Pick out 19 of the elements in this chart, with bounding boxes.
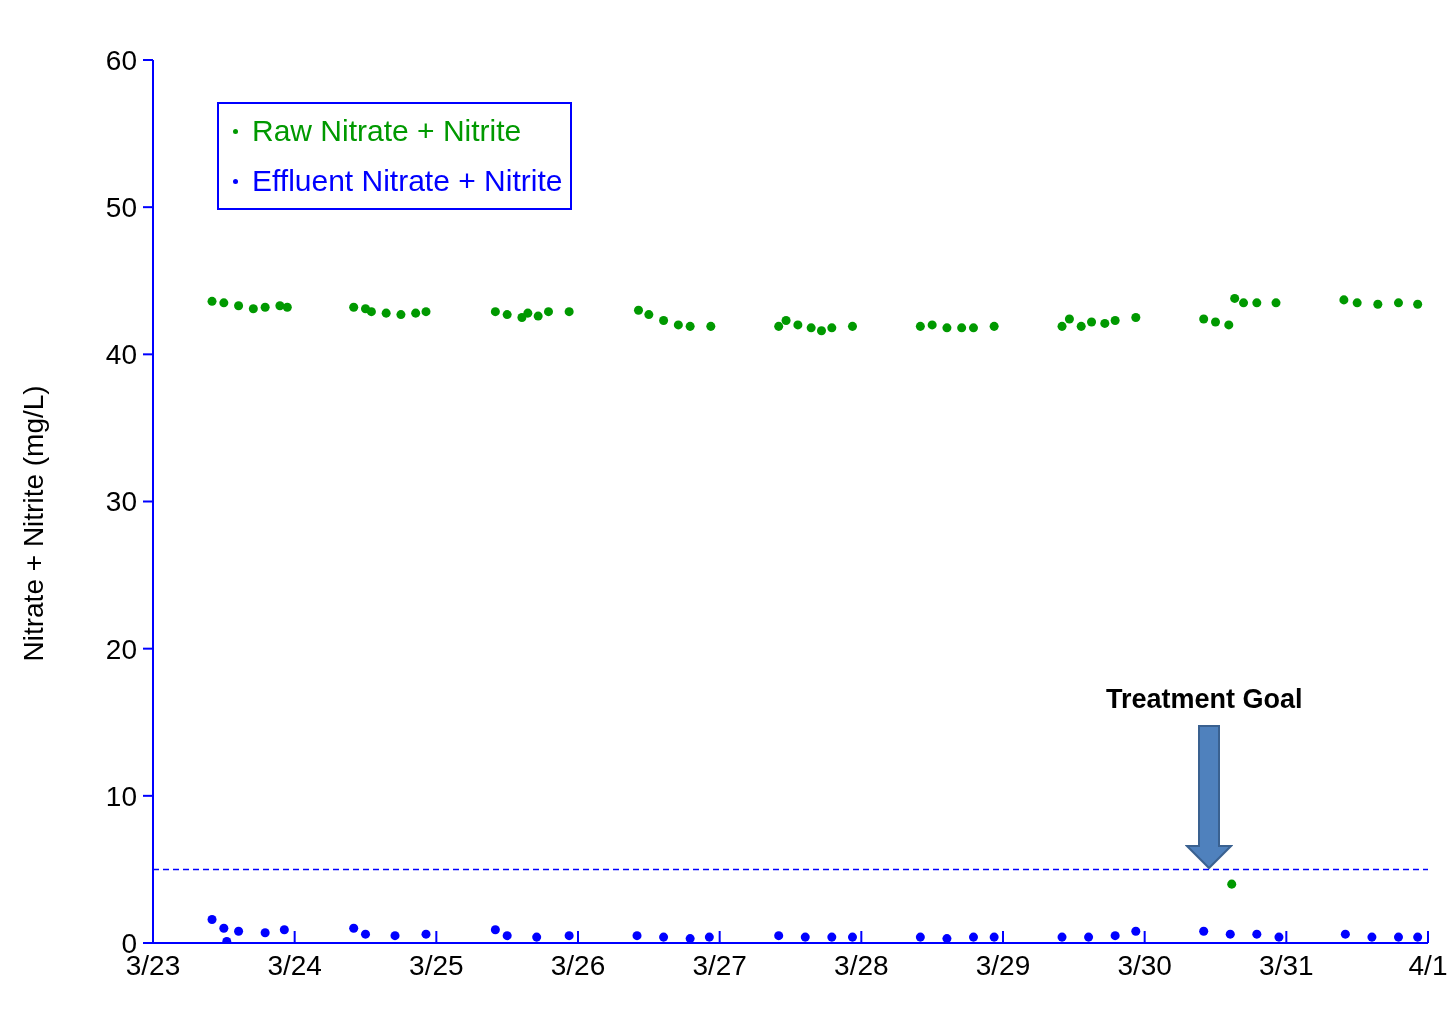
x-tick-label: 3/27 xyxy=(692,949,747,981)
y-tick-label: 60 xyxy=(105,44,137,76)
legend-label: Effluent Nitrate + Nitrite xyxy=(252,164,563,198)
x-tick-label: 3/30 xyxy=(1117,949,1172,981)
x-tick-label: 3/31 xyxy=(1259,949,1314,981)
x-tick-label: 3/28 xyxy=(834,949,889,981)
y-tick-label: 40 xyxy=(105,339,137,371)
annotation: Treatment Goal xyxy=(1106,684,1303,715)
y-axis-title: Nitrate + Nitrite (mg/L) xyxy=(17,385,49,662)
x-tick-label: 3/29 xyxy=(975,949,1031,981)
legend-label: Raw Nitrate + Nitrite xyxy=(252,114,522,148)
x-tick-label: 3/24 xyxy=(267,949,322,981)
x-tick-label: 4/1 xyxy=(1408,949,1448,981)
y-tick-label: 50 xyxy=(105,192,137,224)
x-tick-label: 3/25 xyxy=(409,949,464,981)
y-tick-label: 10 xyxy=(105,780,137,812)
y-tick-label: 30 xyxy=(105,486,137,518)
y-tick-label: 20 xyxy=(105,633,137,665)
x-tick-label: 3/26 xyxy=(550,949,606,981)
